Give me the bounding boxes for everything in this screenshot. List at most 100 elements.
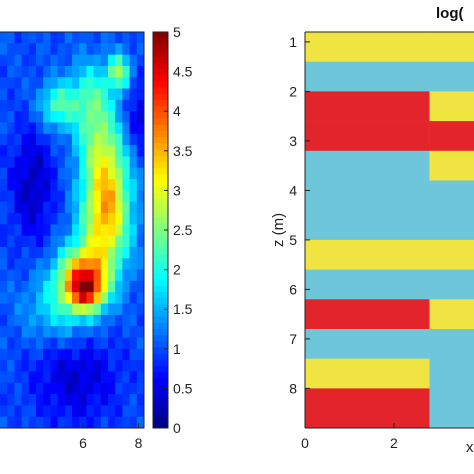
heatmap-cell [36, 416, 44, 429]
heatmap-cell [64, 235, 73, 248]
heatmap-cell [79, 190, 87, 203]
heatmap-cell [108, 382, 116, 395]
heatmap-cell [43, 156, 51, 169]
heatmap-cell [100, 122, 109, 135]
heatmap-cell [43, 145, 51, 157]
heatmap-cell [36, 179, 44, 191]
heatmap-cell [36, 167, 44, 180]
heatmap-cell [0, 258, 8, 270]
colorbar-segment [153, 87, 168, 95]
heatmap-cell [0, 133, 8, 146]
heatmap-cell [72, 382, 80, 395]
heatmap-cell [100, 88, 109, 101]
heatmap-cell [28, 111, 37, 123]
heatmap-cell [57, 382, 66, 395]
heatmap-cell [93, 314, 102, 327]
heatmap-cell [7, 382, 15, 395]
colorbar-segment [153, 341, 168, 349]
heatmap-cell [122, 99, 130, 112]
heatmap-cell [0, 111, 8, 123]
heatmap-cell [7, 394, 15, 406]
heatmap-cell [86, 88, 94, 101]
heatmap-cell [14, 99, 22, 112]
heatmap-cell [115, 111, 123, 123]
heatmap-cell [0, 77, 8, 89]
heatmap-cell [28, 348, 37, 361]
heatmap-cell [50, 416, 58, 429]
heatmap-cell [86, 122, 94, 135]
heatmap-cell [7, 88, 15, 101]
heatmap-cell [28, 88, 37, 101]
heatmap-cell [21, 337, 30, 350]
heatmap-cell [0, 43, 8, 56]
heatmap-cell [14, 133, 22, 146]
heatmap-cell [115, 394, 123, 406]
heatmap-cell [28, 190, 37, 203]
heatmap-cell [21, 314, 30, 327]
heatmap-cell [50, 99, 58, 112]
layer-band-right [429, 299, 474, 330]
heatmap-cell [115, 348, 123, 361]
heatmap-cell [108, 405, 116, 418]
heatmap-cell [72, 269, 80, 282]
heatmap-cell [50, 235, 58, 248]
heatmap-cell [36, 382, 44, 395]
heatmap-cell [129, 303, 138, 316]
heatmap-cell [43, 32, 51, 44]
heatmap-cell [93, 133, 102, 146]
colorbar-segment [153, 112, 168, 120]
heatmap-cell [28, 122, 37, 135]
heatmap-cell [72, 246, 80, 259]
heatmap-cell [21, 77, 30, 89]
heatmap-cell [108, 111, 116, 123]
heatmap-cell [14, 371, 22, 384]
heatmap-cell [43, 314, 51, 327]
heatmap-cell [136, 348, 145, 361]
colorbar-segment [153, 384, 168, 392]
heatmap-cell [50, 77, 58, 89]
heatmap-cell [21, 371, 30, 384]
heatmap-cell [129, 133, 138, 146]
heatmap-cell [50, 32, 58, 44]
heatmap-cell [129, 246, 138, 259]
heatmap-cell [28, 326, 37, 338]
heatmap-cell [7, 213, 15, 225]
heatmap-cell [108, 360, 116, 372]
heatmap-cell [50, 122, 58, 135]
heatmap-cell [72, 213, 80, 225]
heatmap-cell [100, 54, 109, 67]
heatmap-cell [7, 246, 15, 259]
heatmap-cell [100, 269, 109, 282]
heatmap-cell [86, 43, 94, 56]
heatmap-cell [72, 292, 80, 304]
heatmap-cell [108, 179, 116, 191]
heatmap-cell [136, 43, 145, 56]
heatmap-cell [64, 314, 73, 327]
heatmap-cell [28, 99, 37, 112]
heatmap-cell [86, 303, 94, 316]
heatmap-cell [28, 303, 37, 316]
heatmap-cell [100, 65, 109, 78]
heatmap-cell [115, 382, 123, 395]
heatmap-cell [72, 54, 80, 67]
heatmap-cell [64, 246, 73, 259]
heatmap-cell [79, 111, 87, 123]
heatmap-cell [115, 224, 123, 237]
heatmap-cell [129, 394, 138, 406]
colorbar-tick-label: 0 [173, 420, 181, 436]
heatmap-cell [108, 416, 116, 429]
heatmap-cell [64, 43, 73, 56]
heatmap-cell [93, 280, 102, 293]
heatmap-cell [122, 337, 130, 350]
colorbar-segment [153, 254, 168, 262]
heatmap-cell [100, 371, 109, 384]
heatmap-cell [93, 292, 102, 304]
heatmap-cell [14, 224, 22, 237]
heatmap-cell [28, 360, 37, 372]
heatmap-cell [129, 213, 138, 225]
colorbar-tick-label: 5 [173, 24, 181, 40]
heatmap-cell [50, 43, 58, 56]
heatmap-cell [7, 122, 15, 135]
heatmap-cell [100, 190, 109, 203]
heatmap-cell [43, 224, 51, 237]
